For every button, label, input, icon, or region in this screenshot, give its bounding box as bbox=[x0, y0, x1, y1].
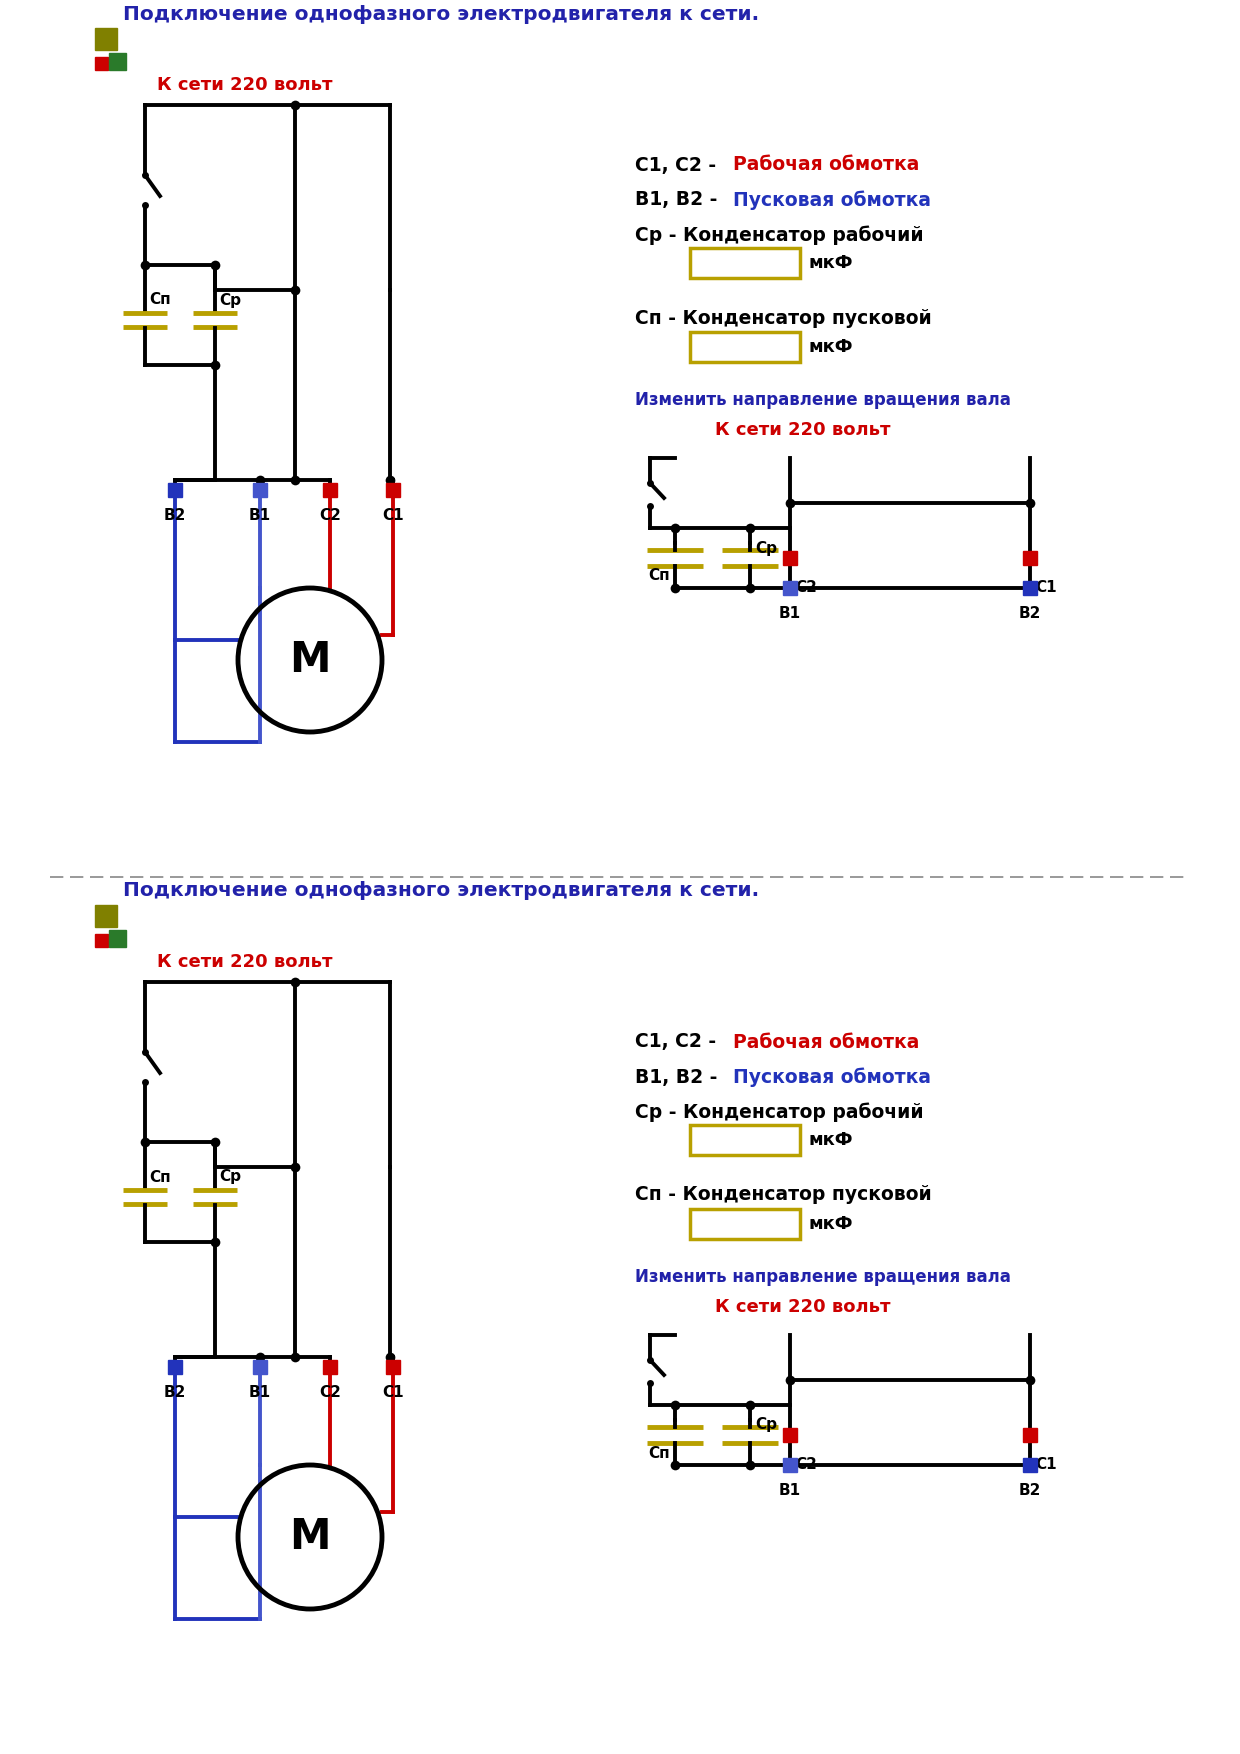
Text: М: М bbox=[289, 1515, 331, 1558]
Bar bbox=[782, 1428, 797, 1442]
Text: Ср: Ср bbox=[755, 540, 777, 556]
Bar bbox=[253, 1359, 267, 1373]
Text: Сп: Сп bbox=[149, 293, 171, 307]
Text: B1: B1 bbox=[779, 605, 801, 621]
Text: C2: C2 bbox=[319, 509, 341, 523]
Bar bbox=[1023, 1458, 1037, 1472]
Bar bbox=[95, 56, 108, 70]
Text: C1: C1 bbox=[1035, 581, 1056, 595]
Text: Ср: Ср bbox=[219, 1170, 241, 1184]
Text: Сп - Конденсатор пусковой: Сп - Конденсатор пусковой bbox=[635, 1186, 931, 1205]
Bar bbox=[689, 1209, 800, 1238]
Bar bbox=[1023, 581, 1037, 595]
Text: Изменить направление вращения вала: Изменить направление вращения вала bbox=[635, 1268, 1011, 1286]
Bar bbox=[109, 930, 126, 947]
Text: B2: B2 bbox=[164, 1386, 186, 1400]
Bar bbox=[782, 1458, 797, 1472]
Text: C2: C2 bbox=[795, 581, 817, 595]
Text: Подключение однофазного электродвигателя к сети.: Подключение однофазного электродвигателя… bbox=[123, 5, 759, 23]
Text: Сп: Сп bbox=[649, 568, 670, 584]
Text: C2: C2 bbox=[319, 1386, 341, 1400]
Bar bbox=[95, 933, 108, 947]
Text: B2: B2 bbox=[1019, 605, 1042, 621]
Text: Рабочая обмотка: Рабочая обмотка bbox=[733, 1033, 919, 1051]
Text: B2: B2 bbox=[164, 509, 186, 523]
Text: К сети 220 вольт: К сети 220 вольт bbox=[157, 952, 332, 972]
Bar bbox=[95, 905, 117, 928]
Text: М: М bbox=[289, 638, 331, 681]
Text: Сп - Конденсатор пусковой: Сп - Конденсатор пусковой bbox=[635, 309, 931, 328]
Text: C1: C1 bbox=[1035, 1458, 1056, 1472]
Bar bbox=[689, 247, 800, 277]
Bar bbox=[386, 1359, 401, 1373]
Text: Изменить направление вращения вала: Изменить направление вращения вала bbox=[635, 391, 1011, 409]
Bar bbox=[782, 551, 797, 565]
Bar bbox=[253, 482, 267, 496]
Text: B1, B2 -: B1, B2 - bbox=[635, 1068, 724, 1086]
Text: Пусковая обмотка: Пусковая обмотка bbox=[733, 189, 931, 210]
Bar bbox=[167, 482, 182, 496]
Text: Пусковая обмотка: Пусковая обмотка bbox=[733, 1066, 931, 1087]
Bar bbox=[1023, 551, 1037, 565]
Text: B2: B2 bbox=[1019, 1482, 1042, 1498]
Text: К сети 220 вольт: К сети 220 вольт bbox=[715, 1298, 890, 1316]
Bar bbox=[1023, 1428, 1037, 1442]
Text: C1, C2 -: C1, C2 - bbox=[635, 1033, 723, 1051]
Text: B1, B2 -: B1, B2 - bbox=[635, 191, 724, 209]
Text: B1: B1 bbox=[779, 1482, 801, 1498]
Text: мкФ: мкФ bbox=[808, 254, 853, 272]
Text: Сп: Сп bbox=[149, 1170, 171, 1184]
Bar bbox=[167, 1359, 182, 1373]
Text: C2: C2 bbox=[795, 1458, 817, 1472]
Text: Ср - Конденсатор рабочий: Ср - Конденсатор рабочий bbox=[635, 225, 924, 246]
Bar bbox=[782, 581, 797, 595]
Bar bbox=[689, 1124, 800, 1154]
Text: Ср - Конденсатор рабочий: Ср - Конденсатор рабочий bbox=[635, 1102, 924, 1123]
Text: B1: B1 bbox=[249, 509, 272, 523]
Bar bbox=[322, 482, 337, 496]
Text: C1, C2 -: C1, C2 - bbox=[635, 156, 723, 174]
Bar bbox=[386, 482, 401, 496]
Text: Ср: Ср bbox=[219, 293, 241, 307]
Text: Ср: Ср bbox=[755, 1417, 777, 1433]
Text: B1: B1 bbox=[249, 1386, 272, 1400]
Text: Рабочая обмотка: Рабочая обмотка bbox=[733, 156, 919, 174]
Bar bbox=[689, 332, 800, 361]
Text: Сп: Сп bbox=[649, 1445, 670, 1461]
Text: К сети 220 вольт: К сети 220 вольт bbox=[157, 75, 332, 95]
Text: мкФ: мкФ bbox=[808, 1131, 853, 1149]
Text: мкФ: мкФ bbox=[808, 1216, 853, 1233]
Text: Подключение однофазного электродвигателя к сети.: Подключение однофазного электродвигателя… bbox=[123, 882, 759, 900]
Bar bbox=[95, 28, 117, 51]
Text: C1: C1 bbox=[382, 509, 404, 523]
Bar bbox=[322, 1359, 337, 1373]
Text: К сети 220 вольт: К сети 220 вольт bbox=[715, 421, 890, 438]
Text: C1: C1 bbox=[382, 1386, 404, 1400]
Bar bbox=[109, 53, 126, 70]
Text: мкФ: мкФ bbox=[808, 339, 853, 356]
